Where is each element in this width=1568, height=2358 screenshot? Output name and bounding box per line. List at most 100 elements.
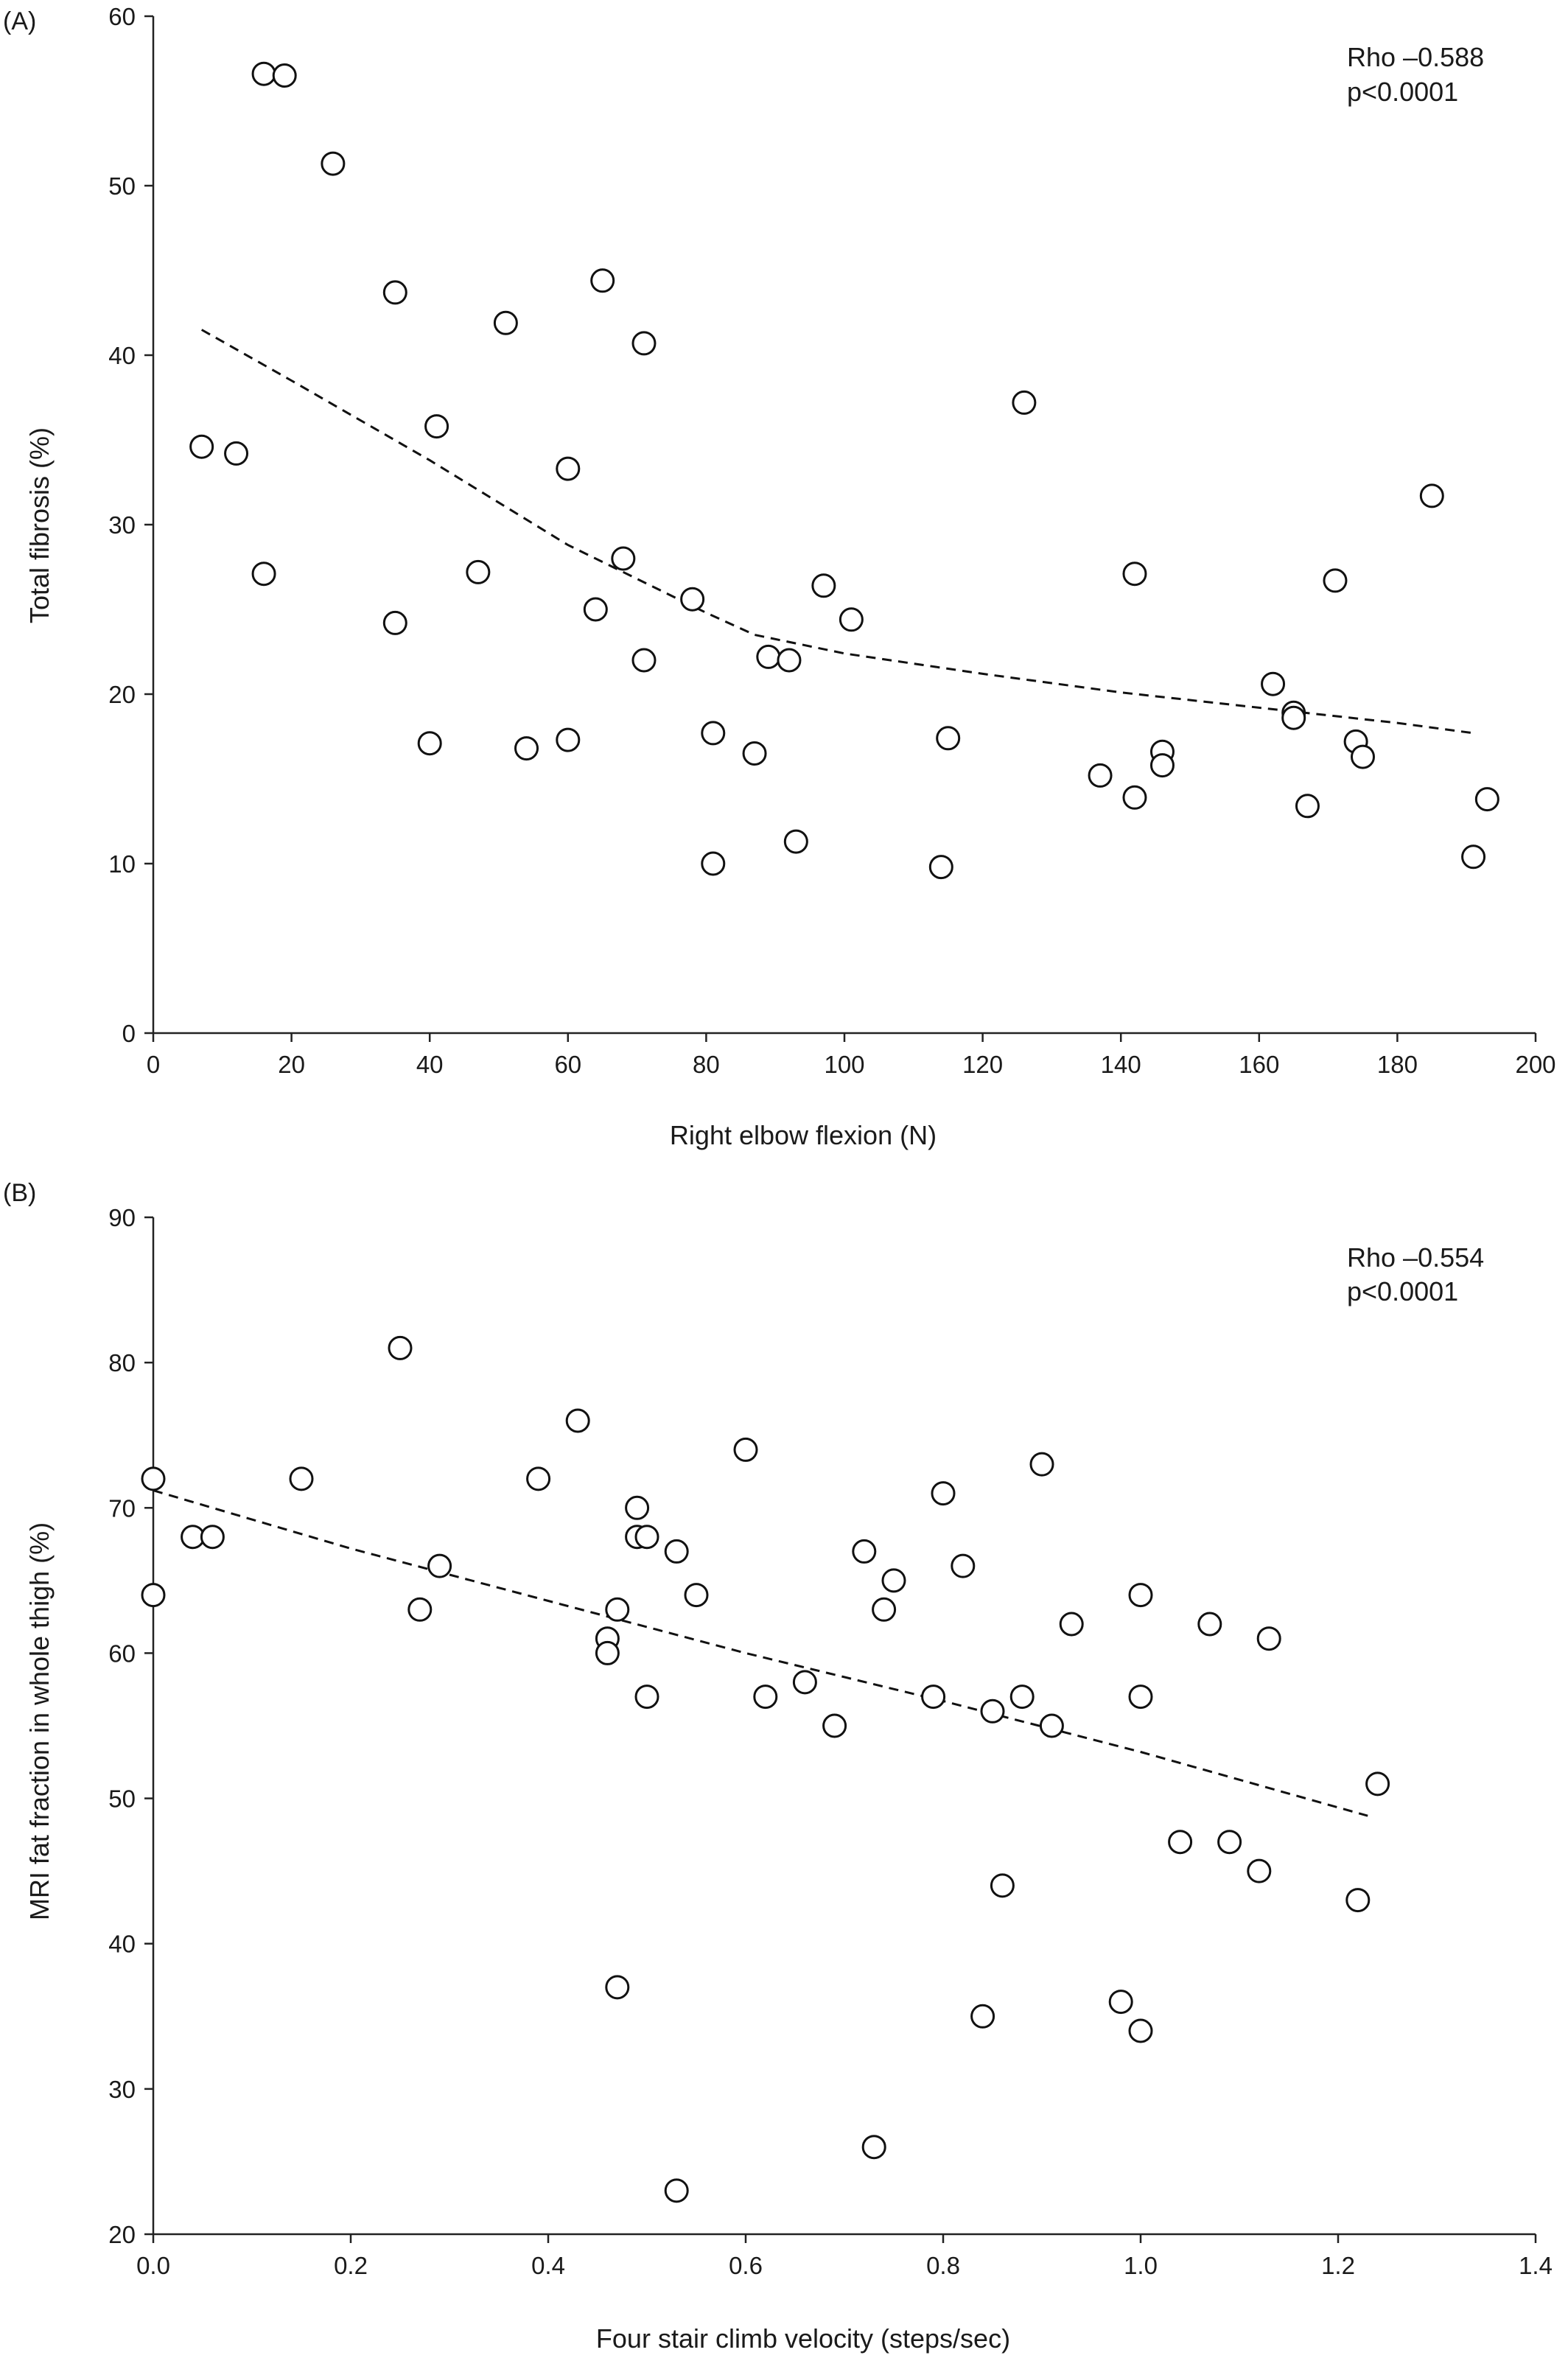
panel-b-data-point (1197, 1612, 1222, 1637)
panel-b-x-tick-label: 1.0 (1124, 2252, 1158, 2279)
panel-b-data-point (990, 1873, 1015, 1898)
panel-a-data-point (936, 726, 961, 751)
panel-b-data-point (1168, 1830, 1193, 1855)
panel-a-data-point (783, 829, 808, 854)
panel-a-x-tick-label: 180 (1377, 1051, 1418, 1078)
panel-a-y-tick-label: 20 (108, 681, 136, 708)
panel-b-data-point (634, 1525, 659, 1550)
panel-a-data-point (701, 721, 726, 746)
panel-b-data-point (388, 1335, 413, 1360)
panel-a-x-tick-label: 160 (1239, 1051, 1279, 1078)
panel-b-y-tick-label: 40 (108, 1931, 136, 1958)
panel-a-x-tick-label: 20 (278, 1051, 305, 1078)
panel-a-y-tick-label: 40 (108, 342, 136, 369)
panel-a-data-point (493, 310, 518, 335)
panel-b-data-point (1128, 1583, 1153, 1608)
panel-b-data-point (921, 1684, 946, 1710)
panel-b-trend-line (153, 1489, 1368, 1817)
panel-b-data-point (1365, 1771, 1390, 1797)
panel-b-y-tick-label: 30 (108, 2076, 136, 2103)
panel-a-label: (A) (3, 7, 36, 35)
panel-a-y-tick-label: 50 (108, 172, 136, 200)
panel-a-data-point (777, 648, 802, 673)
panel-b-x-tick-label: 0.0 (136, 2252, 170, 2279)
panel-a-x-tick-label: 120 (962, 1051, 1003, 1078)
panel-b-data-point (141, 1583, 166, 1608)
panel-b-data-point (1256, 1626, 1281, 1651)
panel-a-data-point (1122, 561, 1147, 587)
panel-b-x-tick-label: 0.6 (729, 2252, 763, 2279)
panel-a-data-point (556, 727, 581, 752)
panel-a-data-point (382, 610, 407, 635)
panel-b-data-point (1128, 2018, 1153, 2043)
panel-b-trend-line-group (153, 1489, 1368, 1817)
panel-b-x-tick-label: 1.2 (1321, 2252, 1355, 2279)
panel-b-data-point (980, 1698, 1005, 1724)
panel-a-data-point (224, 441, 249, 466)
panel-a-trend-line-group (200, 329, 1474, 735)
panel-a-data-point (1474, 787, 1499, 812)
panel-a-y-tick-label: 30 (108, 511, 136, 539)
panel-a-data-point (189, 434, 214, 459)
panel-b-data-point (289, 1466, 314, 1491)
panel-b-data-point (565, 1408, 590, 1433)
panel-a-data-point (1351, 744, 1375, 769)
panel-b-data-point (141, 1466, 166, 1491)
panel-b-data-point (881, 1568, 906, 1593)
panel-a-data-point (1149, 753, 1175, 778)
panel-b-x-tick-label: 1.4 (1519, 2252, 1553, 2279)
panel-b-y-tick-label: 20 (108, 2221, 136, 2248)
panel-a-data-point (251, 561, 276, 587)
panel-b-points (141, 1335, 1390, 2203)
panel-b-data-point (407, 1597, 433, 1622)
panel-b-data-point (970, 2004, 995, 2029)
panel-a-x-tick-label: 60 (554, 1051, 581, 1078)
panel-a-data-point (251, 61, 276, 86)
panel-a-y-tick-label: 60 (108, 3, 136, 30)
panel-a-x-tick-label: 100 (824, 1051, 864, 1078)
panel-b-data-point (931, 1481, 956, 1506)
panel-a-axes: 0 10 20 30 40 50 60 0 20 40 60 80 100 120 140 160 180 200 (108, 3, 1555, 1078)
panel-a-data-point (680, 587, 705, 612)
panel-a-data-point (742, 741, 767, 766)
panel-b-data-point (1217, 1830, 1242, 1855)
panel-b-axes: 20 30 40 50 60 70 80 90 0.0 0.2 0.4 0.6 0.8 1.0 1.2 1.4 (108, 1204, 1553, 2279)
panel-a-data-point (1012, 390, 1037, 415)
panel-a-data-point (701, 851, 726, 876)
panel-a-data-point (272, 63, 297, 88)
panel-a-y-axis-label: Total fibrosis (%) (24, 427, 55, 623)
panel-a-x-tick-label: 0 (147, 1051, 160, 1078)
panel-a-points (189, 61, 1499, 880)
panel-b-data-point (634, 1684, 659, 1710)
panel-a-data-point (382, 280, 407, 305)
panel-b-data-point (526, 1466, 551, 1491)
panel-a-data-point (756, 644, 781, 669)
panel-a-data-point (424, 414, 449, 439)
panel-b-x-tick-label: 0.8 (926, 2252, 960, 2279)
panel-b-data-point (792, 1670, 817, 1695)
panel-b-data-point (872, 1597, 897, 1622)
panel-b-data-point (951, 1553, 976, 1578)
panel-a-x-tick-label: 200 (1515, 1051, 1555, 1078)
panel-b-data-point (1128, 1684, 1153, 1710)
panel-a-data-point (556, 456, 581, 481)
panel-a-x-tick-label: 140 (1101, 1051, 1141, 1078)
panel-a-data-point (1295, 794, 1320, 819)
panel-b-data-point (1039, 1713, 1064, 1738)
panel-a-y-tick-label: 10 (108, 850, 136, 878)
panel-a-data-point (590, 268, 615, 293)
panel-b-data-point (861, 2135, 886, 2160)
panel-b-x-axis-label: Four stair climb velocity (steps/sec) (596, 2323, 1010, 2354)
panel-a-x-axis-label: Right elbow flexion (N) (670, 1120, 937, 1150)
panel-a-data-point (631, 331, 657, 356)
panel-b-data-point (1059, 1612, 1084, 1637)
panel-a-data-point (1088, 763, 1113, 788)
panel-b-y-tick-label: 90 (108, 1204, 136, 1231)
panel-a-data-point (1261, 671, 1286, 696)
panel-b-data-point (1009, 1684, 1035, 1710)
panel-a-data-point (417, 731, 442, 756)
panel-b-x-tick-label: 0.2 (334, 2252, 368, 2279)
panel-b-data-point (595, 1640, 620, 1665)
panel-b-data-point (625, 1495, 650, 1520)
